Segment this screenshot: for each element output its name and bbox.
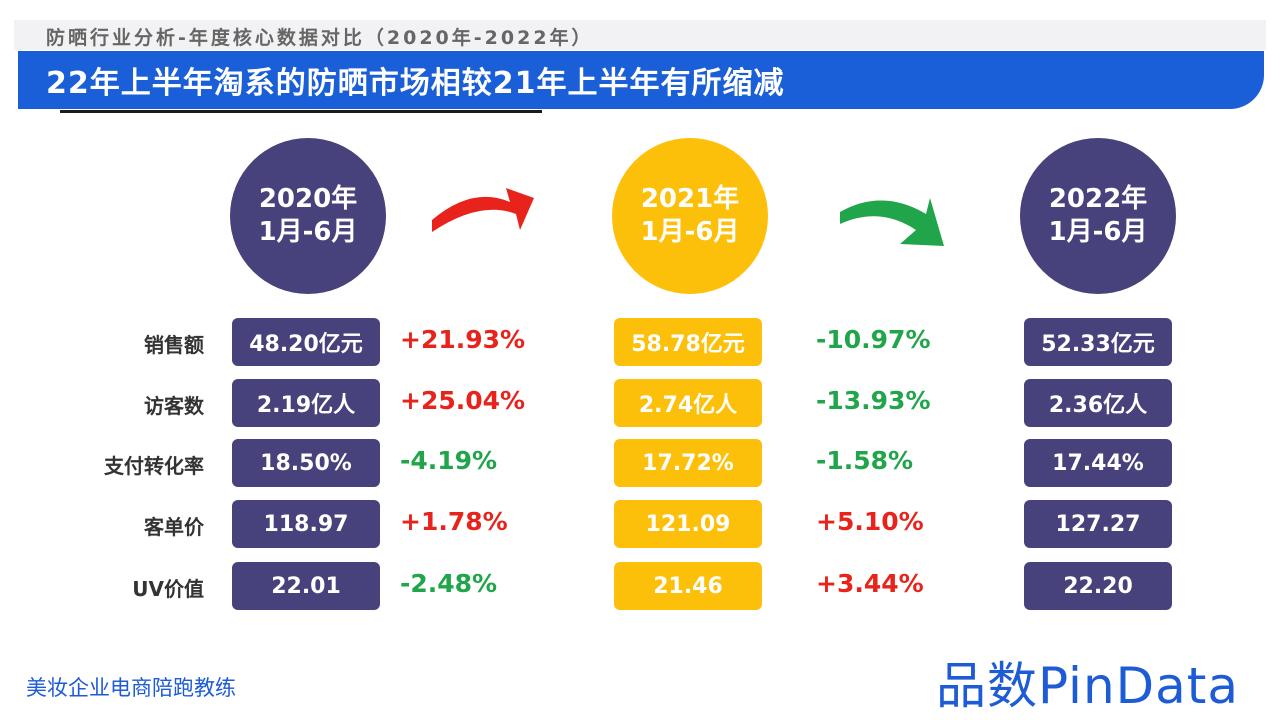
change-2021-visitors: +25.04% xyxy=(400,386,526,415)
title-banner xyxy=(18,51,1264,109)
change-2021-avg-order: +1.78% xyxy=(400,507,508,536)
growth-arrow-icon xyxy=(432,188,534,232)
value-2020-avg-order: 118.97 xyxy=(232,500,380,548)
value-2020-uv-value: 22.01 xyxy=(232,562,380,610)
change-2022-avg-order: +5.10% xyxy=(816,507,924,536)
value-2021-conversion: 17.72% xyxy=(614,439,762,487)
change-2021-sales: +21.93% xyxy=(400,325,526,354)
brand-logo: 品数PinData xyxy=(936,657,1240,715)
page-subtitle: 防晒行业分析-年度核心数据对比（2020年-2022年） xyxy=(46,27,594,49)
value-2022-avg-order: 127.27 xyxy=(1024,500,1172,548)
change-2022-sales: -10.97% xyxy=(816,325,931,354)
footer-tagline: 美妆企业电商陪跑教练 xyxy=(26,676,236,700)
period-months: 1月-6月 xyxy=(258,217,358,247)
period-circle-2022: 2022年 1月-6月 xyxy=(1020,138,1176,294)
period-months: 1月-6月 xyxy=(640,217,740,247)
change-2022-visitors: -13.93% xyxy=(816,386,931,415)
period-year: 2021年 xyxy=(640,184,740,214)
period-months: 1月-6月 xyxy=(1048,217,1148,247)
value-2021-sales: 58.78亿元 xyxy=(614,318,762,366)
value-2021-visitors: 2.74亿人 xyxy=(614,379,762,427)
value-2020-conversion: 18.50% xyxy=(232,439,380,487)
value-2022-sales: 52.33亿元 xyxy=(1024,318,1172,366)
period-year: 2022年 xyxy=(1048,184,1148,214)
period-circle-2021: 2021年 1月-6月 xyxy=(612,138,768,294)
row-label-conversion: 支付转化率 xyxy=(104,454,204,478)
row-label-uv-value: UV价值 xyxy=(132,577,204,601)
value-2021-avg-order: 121.09 xyxy=(614,500,762,548)
value-2022-uv-value: 22.20 xyxy=(1024,562,1172,610)
period-year: 2020年 xyxy=(258,184,358,214)
row-label-sales: 销售额 xyxy=(144,333,204,357)
value-2021-uv-value: 21.46 xyxy=(614,562,762,610)
value-2022-visitors: 2.36亿人 xyxy=(1024,379,1172,427)
subtitle-strip xyxy=(14,20,1266,50)
change-2022-conversion: -1.58% xyxy=(816,446,914,475)
value-2020-visitors: 2.19亿人 xyxy=(232,379,380,427)
period-circle-2020: 2020年 1月-6月 xyxy=(230,138,386,294)
value-2020-sales: 48.20亿元 xyxy=(232,318,380,366)
change-2022-uv-value: +3.44% xyxy=(816,569,924,598)
decline-arrow-icon xyxy=(840,198,944,246)
row-label-avg-order: 客单价 xyxy=(144,515,204,539)
value-2022-conversion: 17.44% xyxy=(1024,439,1172,487)
row-label-visitors: 访客数 xyxy=(144,394,204,418)
change-2021-conversion: -4.19% xyxy=(400,446,498,475)
change-2021-uv-value: -2.48% xyxy=(400,569,498,598)
page-title: 22年上半年淘系的防晒市场相较21年上半年有所缩减 xyxy=(46,66,785,101)
title-underline xyxy=(60,110,542,113)
